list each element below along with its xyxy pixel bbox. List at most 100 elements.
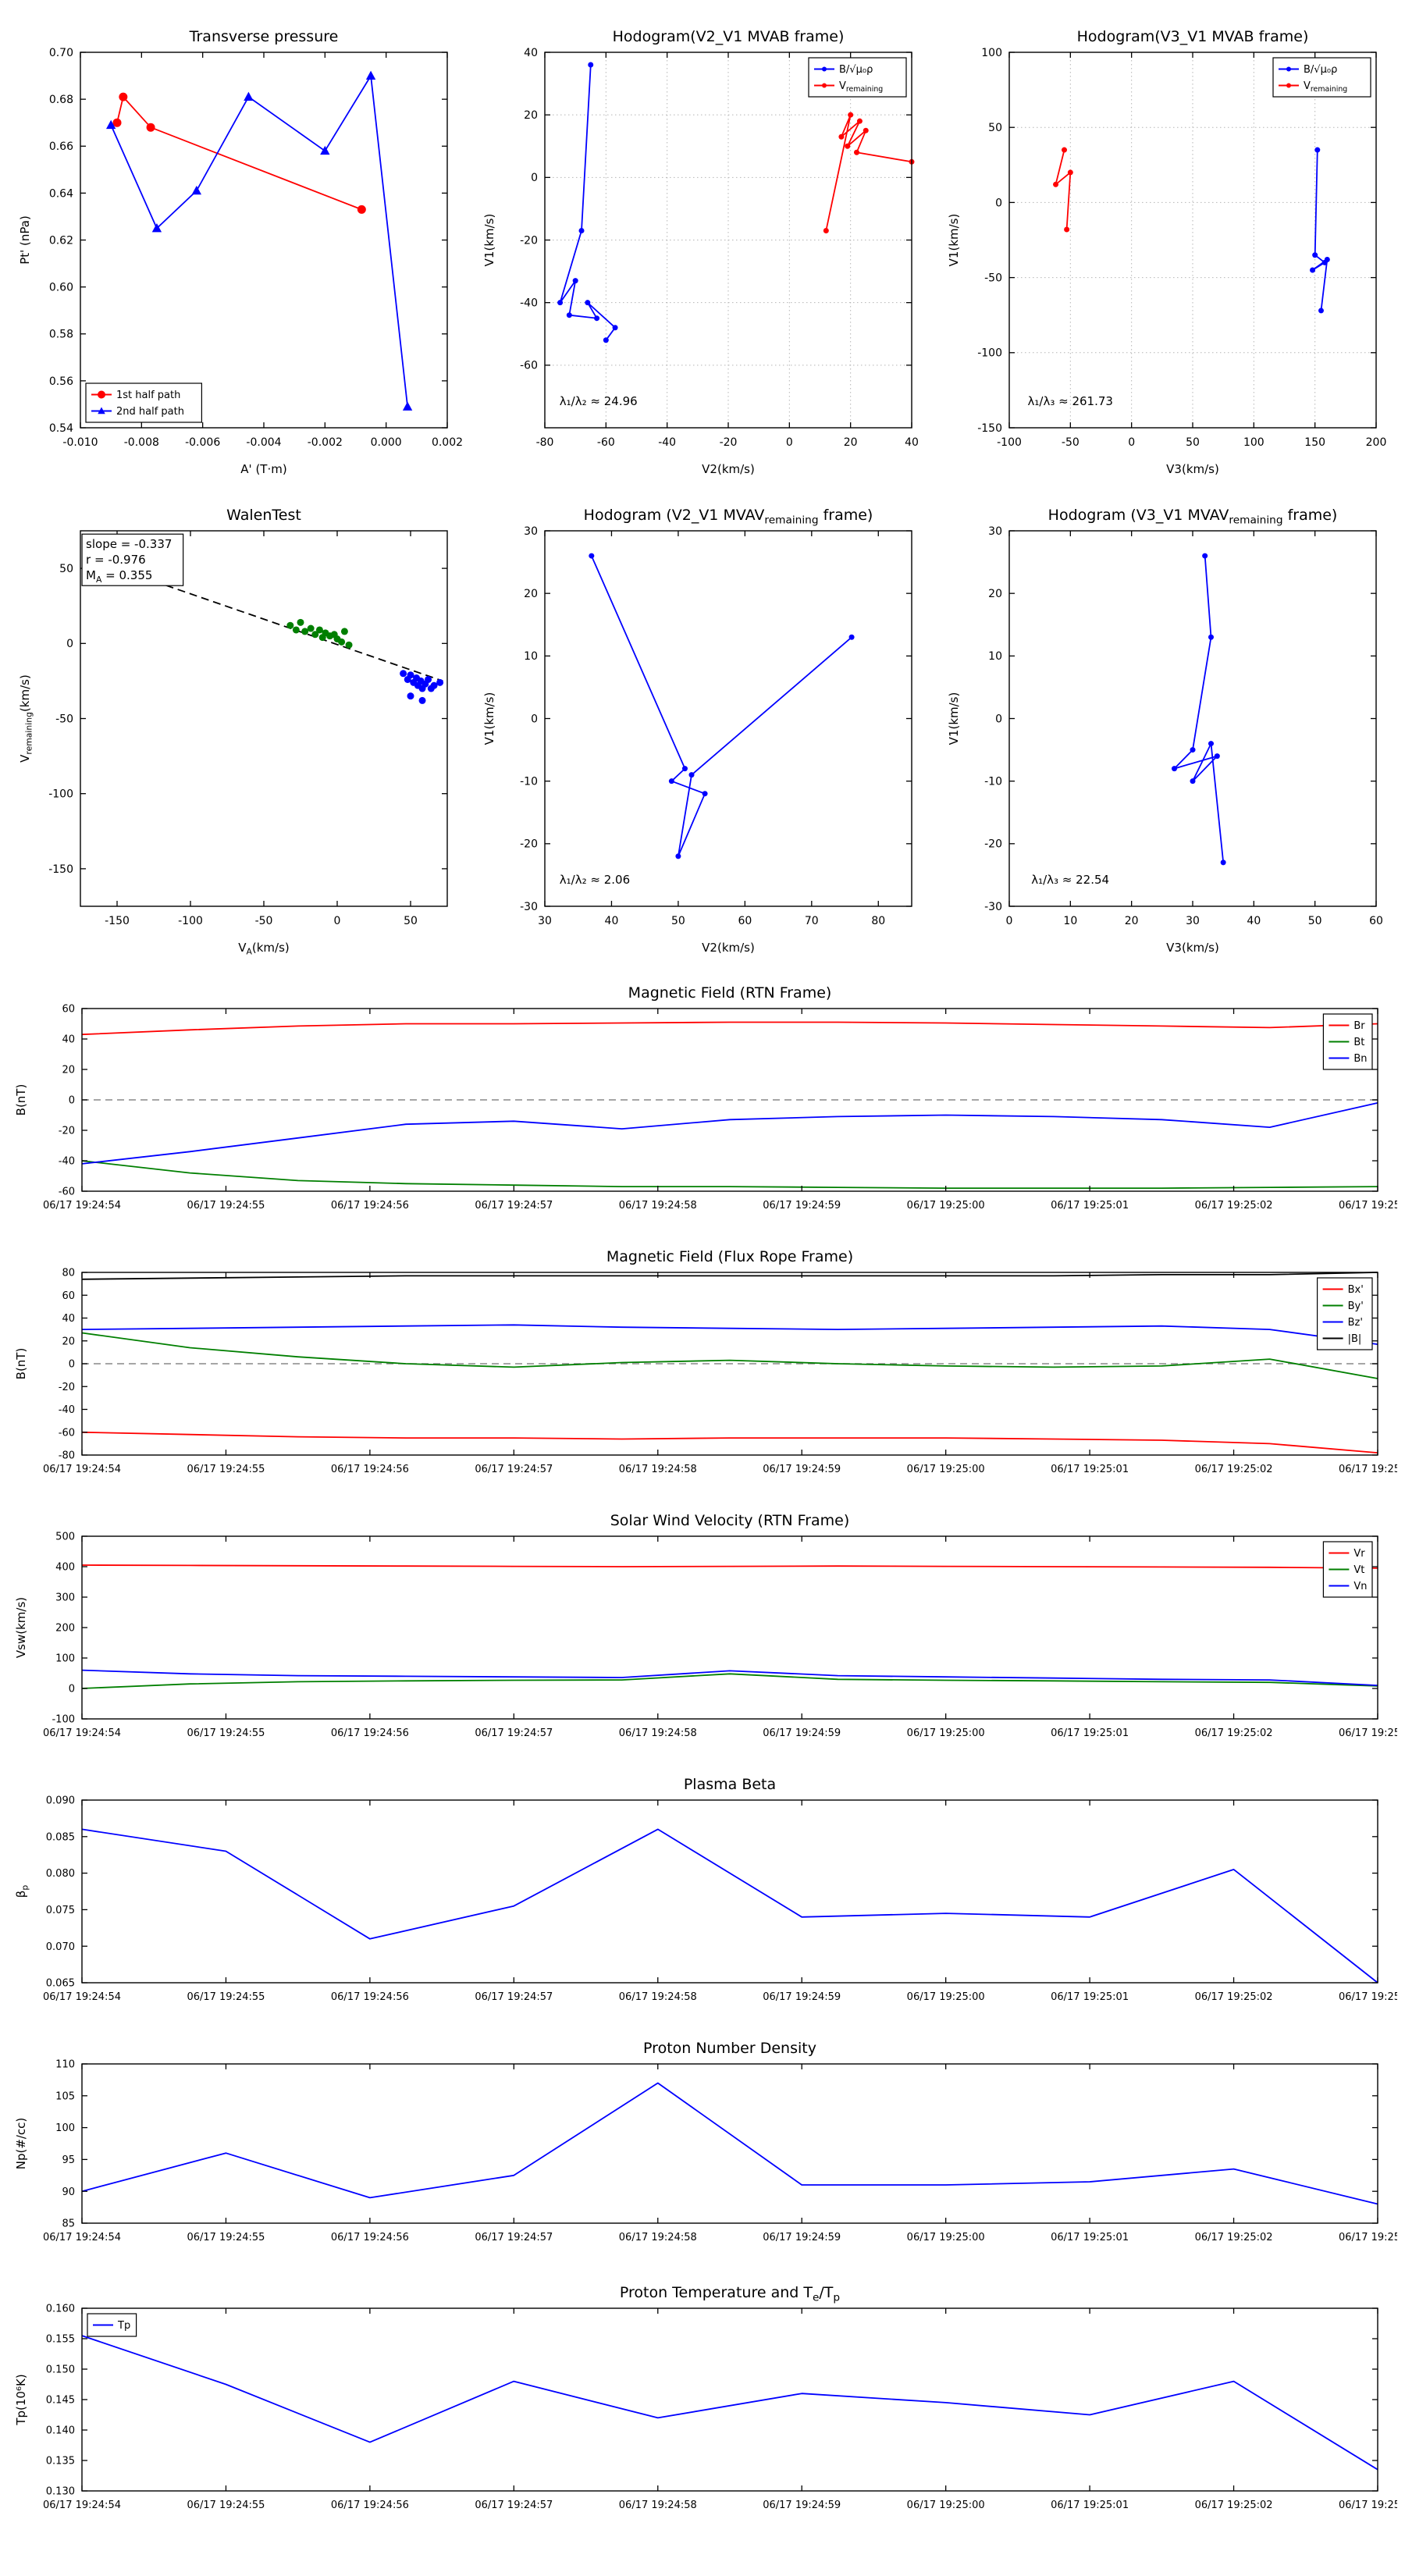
svg-text:Proton Temperature and Te/Tp: Proton Temperature and Te/Tp bbox=[620, 2284, 840, 2304]
svg-text:-80: -80 bbox=[59, 1450, 75, 1462]
svg-text:50: 50 bbox=[1308, 915, 1322, 927]
svg-text:-50: -50 bbox=[55, 713, 73, 725]
svg-text:Transverse pressure: Transverse pressure bbox=[189, 28, 339, 45]
svg-text:06/17 19:24:54: 06/17 19:24:54 bbox=[43, 1991, 121, 2003]
svg-text:90: 90 bbox=[62, 2186, 75, 2198]
svg-text:10: 10 bbox=[1063, 915, 1077, 927]
svg-text:0.085: 0.085 bbox=[46, 1831, 75, 1843]
svg-text:λ₁/λ₂ ≈ 24.96: λ₁/λ₂ ≈ 24.96 bbox=[560, 394, 638, 408]
svg-text:06/17 19:25:03: 06/17 19:25:03 bbox=[1339, 1200, 1397, 1212]
svg-text:Bz': Bz' bbox=[1348, 1317, 1363, 1329]
svg-text:70: 70 bbox=[805, 915, 819, 927]
svg-text:06/17 19:24:57: 06/17 19:24:57 bbox=[475, 1727, 553, 1739]
svg-text:0.145: 0.145 bbox=[46, 2395, 75, 2407]
walen-test-plot: -150 -100 -50 0 50 -150 -100 -50 0 50 WalenTest VA(… bbox=[18, 507, 448, 957]
svg-text:0.002: 0.002 bbox=[432, 436, 463, 449]
svg-text:Plasma Beta: Plasma Beta bbox=[684, 1776, 776, 1793]
svg-text:-0.008: -0.008 bbox=[124, 436, 159, 449]
svg-text:40: 40 bbox=[605, 915, 619, 927]
hodogram-v2v1-mvab-plot: -80 -60 -40 -20 0 20 40 -60 -40 -20 0 20 40 Hodogram(… bbox=[482, 28, 919, 476]
svg-text:-40: -40 bbox=[59, 1156, 75, 1168]
svg-text:06/17 19:25:03: 06/17 19:25:03 bbox=[1339, 2500, 1397, 2511]
svg-text:06/17 19:25:00: 06/17 19:25:00 bbox=[907, 2232, 985, 2243]
svg-text:40: 40 bbox=[524, 47, 538, 59]
svg-text:0.56: 0.56 bbox=[49, 375, 73, 388]
svg-text:0: 0 bbox=[66, 638, 73, 650]
svg-text:06/17 19:24:56: 06/17 19:24:56 bbox=[331, 2500, 409, 2511]
svg-text:-50: -50 bbox=[1062, 436, 1080, 449]
svg-text:-30: -30 bbox=[520, 901, 538, 913]
svg-text:0: 0 bbox=[69, 1359, 75, 1371]
svg-text:0.075: 0.075 bbox=[46, 1905, 75, 1916]
svg-text:06/17 19:25:03: 06/17 19:25:03 bbox=[1339, 1464, 1397, 1475]
hodogram-v2v1-mvav-plot: 30 40 50 60 70 80 -30 -20 -10 0 10 20 30 Hodogram (V2… bbox=[482, 507, 912, 955]
svg-text:-80: -80 bbox=[536, 436, 554, 449]
svg-text:Tp(10⁶K): Tp(10⁶K) bbox=[14, 2374, 28, 2425]
svg-text:50: 50 bbox=[671, 915, 685, 927]
svg-text:60: 60 bbox=[62, 1290, 75, 1302]
svg-text:slope = -0.337: slope = -0.337 bbox=[86, 537, 172, 551]
svg-text:0.090: 0.090 bbox=[46, 1795, 75, 1807]
svg-text:0.155: 0.155 bbox=[46, 2334, 75, 2346]
svg-text:Vsw(km/s): Vsw(km/s) bbox=[14, 1597, 28, 1658]
svg-text:100: 100 bbox=[981, 47, 1002, 59]
svg-text:Bn: Bn bbox=[1353, 1053, 1367, 1065]
svg-text:-60: -60 bbox=[597, 436, 615, 449]
svg-text:-50: -50 bbox=[255, 915, 273, 927]
svg-text:06/17 19:24:54: 06/17 19:24:54 bbox=[43, 2500, 121, 2511]
svg-text:-0.002: -0.002 bbox=[308, 436, 343, 449]
svg-text:-20: -20 bbox=[720, 436, 738, 449]
svg-text:06/17 19:24:59: 06/17 19:24:59 bbox=[763, 1991, 841, 2003]
svg-text:150: 150 bbox=[1304, 436, 1325, 449]
svg-text:0.68: 0.68 bbox=[49, 94, 73, 106]
svg-text:Magnetic Field (RTN Frame): Magnetic Field (RTN Frame) bbox=[628, 984, 832, 1002]
svg-text:06/17 19:25:03: 06/17 19:25:03 bbox=[1339, 1727, 1397, 1739]
svg-text:-150: -150 bbox=[48, 863, 73, 876]
proton-temperature-plot: 06/17 19:24:54 06/17 19:24:55 06/17 19:24:… bbox=[14, 2284, 1405, 2511]
svg-text:06/17 19:24:57: 06/17 19:24:57 bbox=[475, 1464, 553, 1475]
svg-text:Solar Wind Velocity (RTN Frame: Solar Wind Velocity (RTN Frame) bbox=[610, 1512, 850, 1529]
svg-text:0.135: 0.135 bbox=[46, 2456, 75, 2467]
svg-text:06/17 19:24:55: 06/17 19:24:55 bbox=[187, 1200, 265, 1212]
svg-text:200: 200 bbox=[1366, 436, 1387, 449]
svg-text:06/17 19:24:57: 06/17 19:24:57 bbox=[475, 2232, 553, 2243]
svg-text:400: 400 bbox=[55, 1562, 75, 1574]
svg-text:20: 20 bbox=[988, 588, 1002, 600]
svg-text:80: 80 bbox=[62, 1268, 75, 1279]
svg-text:-60: -60 bbox=[59, 1427, 75, 1439]
svg-text:B/√μ₀ρ: B/√μ₀ρ bbox=[1304, 64, 1337, 76]
svg-text:-150: -150 bbox=[977, 422, 1002, 435]
svg-text:06/17 19:24:56: 06/17 19:24:56 bbox=[331, 1464, 409, 1475]
svg-text:06/17 19:25:03: 06/17 19:25:03 bbox=[1339, 2232, 1397, 2243]
chart-hodogram-v2v1-mvab: -80 -60 -40 -20 0 20 40 -60 -40 -20 0 20 40 Hodogram(… bbox=[476, 12, 929, 484]
svg-text:Hodogram(V3_V1 MVAB frame): Hodogram(V3_V1 MVAB frame) bbox=[1077, 28, 1309, 45]
svg-text:-20: -20 bbox=[984, 838, 1002, 851]
svg-text:VA(km/s): VA(km/s) bbox=[238, 941, 290, 957]
svg-text:Pt' (nPa): Pt' (nPa) bbox=[18, 215, 32, 265]
plasma-beta-plot: 06/17 19:24:54 06/17 19:24:55 06/17 19:24:… bbox=[14, 1776, 1405, 2003]
svg-text:1st half path: 1st half path bbox=[116, 390, 180, 401]
svg-text:Hodogram (V3_V1 MVAVremaining: Hodogram (V3_V1 MVAVremaining frame) bbox=[1048, 507, 1338, 527]
svg-text:-30: -30 bbox=[984, 901, 1002, 913]
svg-text:06/17 19:24:57: 06/17 19:24:57 bbox=[475, 1200, 553, 1212]
svg-text:06/17 19:24:55: 06/17 19:24:55 bbox=[187, 1727, 265, 1739]
svg-text:0.58: 0.58 bbox=[49, 329, 73, 341]
svg-text:-40: -40 bbox=[59, 1404, 75, 1416]
svg-text:06/17 19:24:57: 06/17 19:24:57 bbox=[475, 1991, 553, 2003]
svg-text:A' (T·m): A' (T·m) bbox=[240, 462, 286, 476]
svg-text:40: 40 bbox=[62, 1034, 75, 1046]
svg-text:βp: βp bbox=[14, 1885, 30, 1898]
svg-text:06/17 19:25:02: 06/17 19:25:02 bbox=[1195, 1991, 1273, 2003]
svg-text:V2(km/s): V2(km/s) bbox=[702, 941, 755, 955]
svg-text:06/17 19:24:54: 06/17 19:24:54 bbox=[43, 2232, 121, 2243]
chart-hodogram-v2v1-mvav: 30 40 50 60 70 80 -30 -20 -10 0 10 20 30 Hodogram (V2… bbox=[476, 490, 929, 962]
svg-text:85: 85 bbox=[62, 2218, 75, 2230]
svg-text:40: 40 bbox=[905, 436, 919, 449]
svg-text:0: 0 bbox=[1128, 436, 1135, 449]
svg-text:06/17 19:24:55: 06/17 19:24:55 bbox=[187, 2232, 265, 2243]
chart-plasma-beta: 06/17 19:24:54 06/17 19:24:55 06/17 19:24:… bbox=[8, 1767, 1405, 2025]
transverse-pressure-plot: -0.010 -0.008 -0.006 -0.004 -0.002 0.000 0.002… bbox=[18, 28, 463, 476]
svg-text:0: 0 bbox=[531, 713, 538, 725]
svg-text:-50: -50 bbox=[984, 272, 1002, 285]
svg-text:λ₁/λ₂ ≈ 2.06: λ₁/λ₂ ≈ 2.06 bbox=[560, 873, 630, 887]
